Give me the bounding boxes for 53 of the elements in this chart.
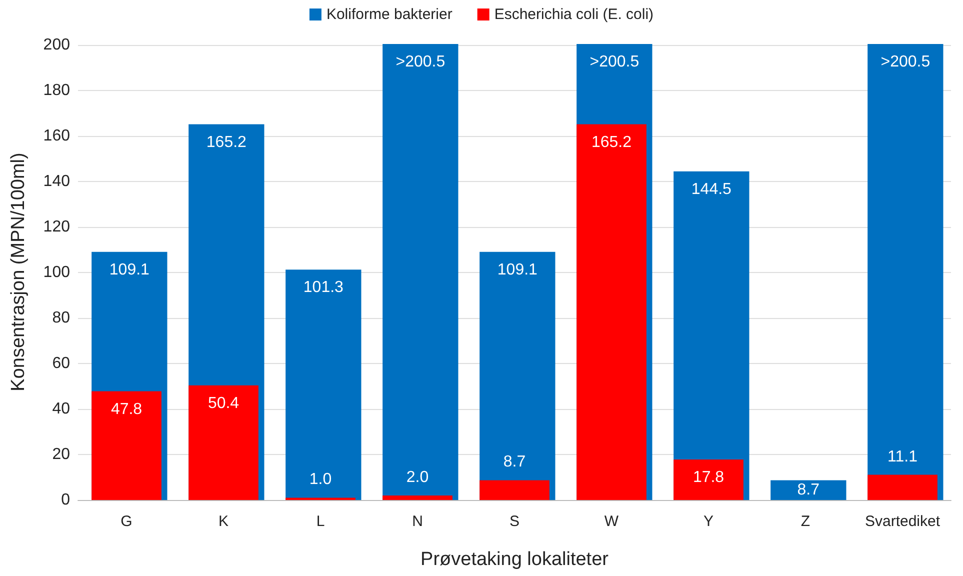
data-label: 165.2: [591, 134, 632, 151]
data-label: 144.5: [691, 180, 732, 198]
data-label: 47.8: [110, 400, 142, 418]
y-tick-label: 160: [43, 128, 70, 145]
bar: [480, 480, 550, 500]
data-label: 8.7: [797, 482, 820, 499]
x-tick-label: S: [509, 513, 520, 530]
y-axis-title: Konsentrasjon (MPN/100ml): [8, 152, 29, 392]
data-label: 1.0: [309, 471, 332, 488]
bar: [286, 270, 362, 500]
data-label: >200.5: [396, 54, 446, 70]
data-label: 101.3: [303, 279, 344, 296]
x-tick-label: Y: [703, 513, 714, 530]
y-tick-label: 120: [43, 218, 70, 236]
data-label: >200.5: [590, 54, 640, 70]
x-tick-label: Svartediket: [864, 513, 941, 530]
y-tick-label: 100: [43, 264, 70, 282]
bar: [382, 495, 452, 500]
data-label: 109.1: [109, 261, 150, 278]
bar: [674, 460, 744, 500]
legend-label: Koliforme bakterier: [326, 6, 452, 23]
x-tick-label: Z: [800, 513, 810, 530]
data-label: 165.2: [206, 134, 247, 151]
data-label: 8.7: [503, 454, 526, 471]
data-label: 2.0: [406, 468, 429, 486]
data-label: >200.5: [880, 54, 930, 70]
x-tick-label: N: [412, 513, 423, 530]
y-tick-label: 20: [52, 446, 70, 464]
bar: [770, 480, 846, 500]
data-label: 17.8: [692, 469, 724, 486]
data-label: 50.4: [208, 394, 240, 412]
bar: [92, 391, 162, 500]
bar: [576, 124, 646, 500]
data-label: 109.1: [497, 261, 538, 278]
bar: [382, 44, 458, 500]
x-tick-label: K: [218, 513, 229, 530]
y-tick-label: 140: [43, 173, 70, 190]
y-tick-label: 40: [52, 400, 70, 418]
data-label: 11.1: [888, 448, 918, 466]
legend-label: Escherichia coli (E. coli): [494, 6, 654, 23]
x-tick-label: L: [316, 513, 325, 530]
x-axis-title: Prøvetaking lokaliteter: [420, 549, 610, 570]
bar: [188, 385, 258, 500]
x-tick-label: W: [604, 513, 620, 530]
y-tick-label: 200: [43, 36, 70, 54]
x-tick-label: G: [120, 513, 132, 530]
y-tick-label: 80: [52, 310, 70, 327]
y-tick-label: 0: [61, 492, 70, 508]
bar: [480, 252, 556, 500]
bar: [868, 44, 944, 500]
bar: [868, 474, 938, 500]
y-tick-label: 60: [52, 355, 70, 372]
y-tick-label: 180: [43, 82, 70, 100]
